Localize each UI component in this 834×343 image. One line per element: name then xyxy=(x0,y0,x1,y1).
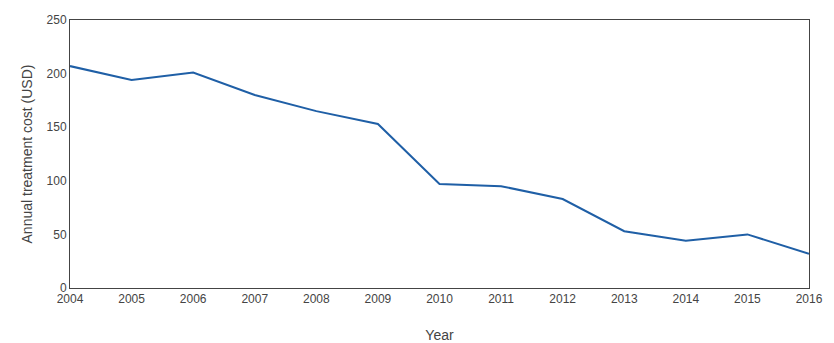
svg-text:2013: 2013 xyxy=(611,292,638,306)
svg-text:Year: Year xyxy=(425,327,454,343)
svg-text:2015: 2015 xyxy=(734,292,761,306)
svg-text:2011: 2011 xyxy=(488,292,514,306)
svg-text:2008: 2008 xyxy=(303,292,330,306)
svg-text:2006: 2006 xyxy=(180,292,207,306)
svg-text:50: 50 xyxy=(53,228,67,242)
svg-text:2005: 2005 xyxy=(118,292,145,306)
svg-text:150: 150 xyxy=(47,120,67,134)
svg-text:2012: 2012 xyxy=(549,292,576,306)
svg-text:100: 100 xyxy=(47,174,67,188)
svg-text:Annual treatment cost (USD): Annual treatment cost (USD) xyxy=(19,65,35,244)
svg-text:0: 0 xyxy=(60,281,67,295)
svg-text:2007: 2007 xyxy=(241,292,268,306)
svg-text:2004: 2004 xyxy=(57,292,84,306)
svg-text:2016: 2016 xyxy=(796,292,823,306)
svg-text:2014: 2014 xyxy=(672,292,699,306)
svg-text:2010: 2010 xyxy=(426,292,453,306)
svg-text:200: 200 xyxy=(47,67,67,81)
svg-text:2009: 2009 xyxy=(365,292,392,306)
svg-text:250: 250 xyxy=(47,13,67,27)
